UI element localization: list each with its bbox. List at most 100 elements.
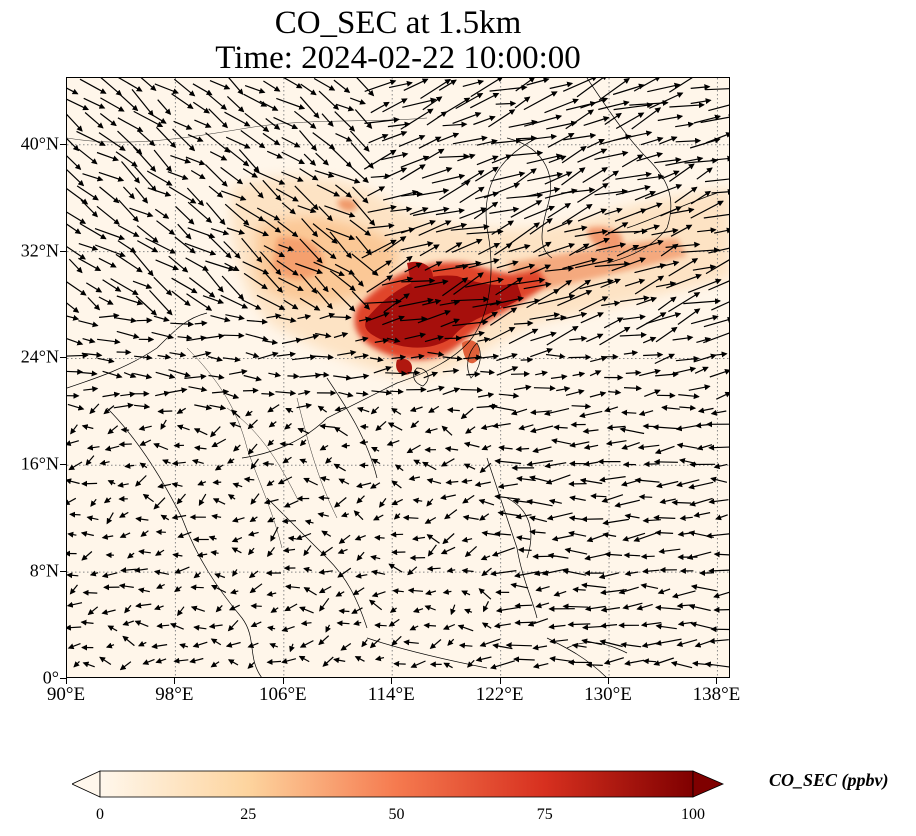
wind-arrow [281,626,295,632]
wind-arrow [281,337,303,345]
wind-arrow [83,386,99,393]
wind-arrow [134,187,149,204]
wind-arrow [167,171,189,181]
wind-arrow [424,335,444,343]
wind-arrow [643,351,664,358]
wind-arrow [463,441,480,448]
wind-arrow [120,567,137,574]
wind-arrow [247,419,258,430]
wind-arrow [450,224,490,231]
wind-arrow [299,130,317,152]
wind-arrow [548,155,567,164]
wind-arrow [184,242,217,256]
wind-arrow [438,79,457,91]
wind-arrow [208,374,225,380]
wind-arrow [533,385,556,392]
wind-arrow [418,136,442,149]
wind-arrow [299,238,323,264]
wind-arrow [349,219,371,236]
wind-arrow [690,84,711,91]
wind-arrow [459,207,488,219]
wind-arrow [464,545,478,558]
wind-arrow [176,407,187,414]
wind-arrow [640,553,655,560]
wind-arrow [135,602,152,609]
wind-arrow [102,391,121,398]
wind-arrow [498,392,520,399]
wind-arrow [529,475,551,483]
wind-arrow [693,114,721,124]
wind-arrow [135,295,158,316]
wind-arrow [385,370,408,377]
wind-arrow [300,333,320,341]
wind-arrow [613,130,653,141]
wind-arrow [475,353,500,360]
wind-arrow [349,373,370,380]
wind-arrow [409,624,419,631]
wind-arrow [676,479,700,488]
wind-arrow [652,424,679,431]
wind-arrow [153,497,166,510]
wind-arrow [490,570,517,577]
wind-arrow [537,293,576,305]
wind-arrow [672,366,697,375]
wind-arrow [123,372,137,378]
wind-arrow [117,130,143,155]
wind-arrow [568,530,587,537]
wind-arrow [204,269,224,293]
wind-arrow [412,497,423,504]
wind-arrow [640,136,664,146]
wind-arrow [532,644,548,651]
wind-arrow [336,103,355,112]
wind-arrow [223,241,241,259]
wind-arrow [526,288,560,309]
wind-arrow [352,587,365,596]
wind-arrow [490,137,522,144]
wind-arrow [299,606,314,614]
wind-arrow [412,206,450,217]
wind-arrow [450,604,456,616]
wind-arrow [618,586,639,595]
wind-arrow [670,660,693,669]
wind-arrow [173,120,193,130]
wind-arrow [228,368,248,375]
wind-arrow [401,191,423,198]
wind-arrow [490,660,515,670]
wind-arrow [268,371,282,378]
wind-arrow [295,532,312,541]
wind-arrow [168,186,197,204]
wind-arrow [599,326,631,346]
wind-arrow [657,114,684,122]
wind-arrow [153,442,169,451]
wind-arrow [530,331,557,342]
wind-arrow [67,302,80,313]
wind-arrow [155,657,167,664]
wind-arrow [369,356,384,363]
wind-arrow [227,494,236,501]
wind-arrow [194,320,208,327]
wind-arrow [265,118,281,130]
wind-arrow [145,237,177,254]
wind-arrow [410,353,425,360]
wind-arrow [690,200,724,219]
wind-arrow [495,100,517,107]
wind-arrow [482,601,490,613]
wind-arrow [318,90,340,110]
wind-arrow [361,639,368,648]
wind-arrow [84,112,104,129]
map-title-line2: Time: 2024-02-22 10:00:00 [215,40,581,76]
wind-arrow [261,391,275,398]
wind-arrow [634,275,665,295]
wind-arrow [515,78,536,92]
wind-arrow [317,405,328,413]
wind-arrow [579,410,603,419]
wind-arrow [547,202,572,219]
wind-arrow [660,206,683,217]
wind-arrow [654,157,682,164]
wind-arrow [481,567,492,577]
lon-tick-mark [716,678,718,684]
wind-arrow [172,128,196,152]
wind-arrow [388,563,403,573]
wind-arrow [497,510,519,517]
wind-arrow [655,604,681,611]
